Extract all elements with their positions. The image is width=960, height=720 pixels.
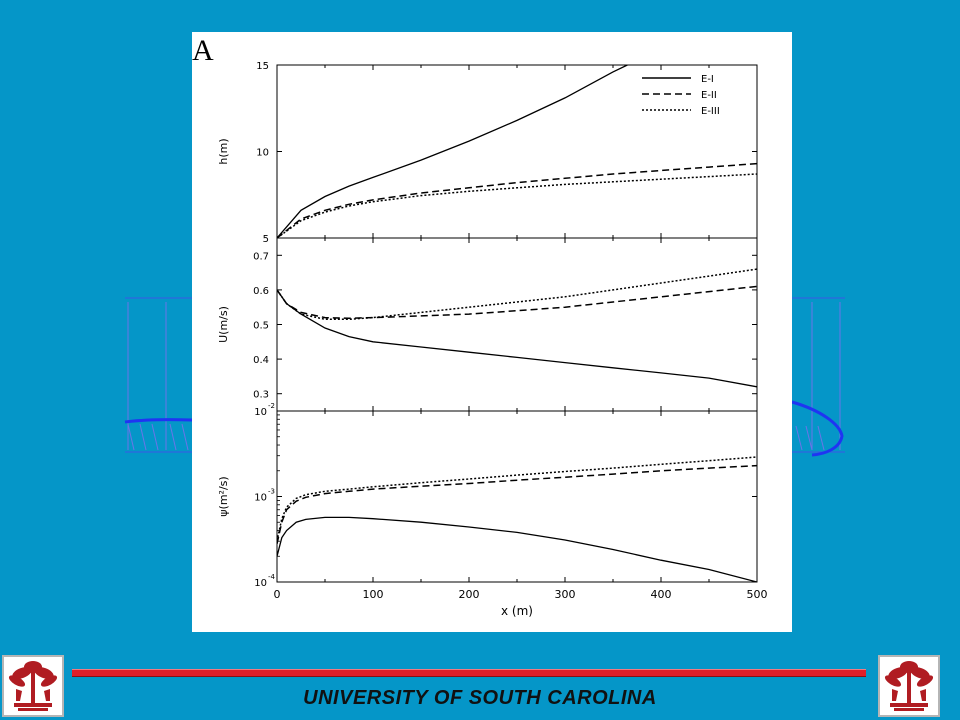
y-tick-label: 0.5 — [253, 321, 269, 332]
y-tick-label: 5 — [263, 234, 269, 245]
logo-right — [878, 655, 940, 717]
x-tick-label: 500 — [747, 588, 768, 601]
legend-label: E-III — [701, 106, 720, 117]
series-line-e-iii — [277, 456, 757, 542]
series-line-e-i — [277, 65, 628, 238]
x-tick-label: 100 — [363, 588, 384, 601]
x-tick-label: 400 — [651, 588, 672, 601]
y-axis-label: ψ(m²/s) — [217, 476, 230, 516]
series-line-e-ii — [277, 162, 757, 238]
legend-label: E-I — [701, 74, 714, 85]
series-line-e-ii — [277, 464, 757, 544]
bg-left-curve — [124, 418, 193, 424]
x-tick-label: 200 — [459, 588, 480, 601]
chart-panel-3 — [276, 410, 758, 583]
footer-institution-text: UNIVERSITY OF SOUTH CAROLINA — [303, 687, 657, 709]
y-tick-label: 10 — [254, 407, 267, 418]
y-tick-label: 10 — [254, 493, 267, 504]
x-tick-label: 0 — [274, 588, 281, 601]
x-tick-label: 300 — [555, 588, 576, 601]
y-tick-label: 0.4 — [253, 355, 269, 366]
plot-frame-2 — [276, 237, 758, 412]
bg-right-curve — [791, 400, 844, 457]
y-tick-label: 10 — [254, 578, 267, 589]
chart-panel-2 — [276, 237, 758, 412]
series-line-e-iii — [277, 173, 757, 238]
series-line-e-i — [277, 516, 757, 582]
legend-label: E-II — [701, 90, 717, 101]
palmetto-tree-icon — [884, 661, 934, 711]
y-tick-label-exponent: -4 — [268, 573, 276, 581]
y-tick-label: 10 — [256, 148, 269, 159]
plot-frame-3 — [276, 410, 758, 583]
y-tick-label-exponent: -2 — [268, 402, 275, 410]
y-tick-label: 0.3 — [253, 390, 269, 401]
figure-panel: A 5 10 15 h(m) E-I E-II E-III 0.3 0.4 0.5 0.6 0.7 U(… — [192, 32, 792, 632]
bg-left-hatching — [127, 302, 189, 451]
plot-frame-1 — [276, 64, 758, 239]
footer-bar — [72, 669, 866, 677]
y-tick-label: 0.6 — [253, 286, 269, 297]
y-tick-label: 15 — [256, 61, 269, 72]
x-axis-label: x (m) — [501, 604, 533, 618]
y-axis-label: h(m) — [217, 138, 230, 164]
series-line-e-ii — [277, 285, 757, 320]
bg-right-hatching — [795, 302, 841, 451]
y-axis-label: U(m/s) — [217, 306, 230, 343]
series-line-e-iii — [277, 268, 757, 321]
y-tick-label: 0.7 — [253, 251, 269, 262]
series-line-e-i — [277, 289, 757, 388]
chart-panel-1 — [276, 64, 758, 239]
logo-left — [2, 655, 64, 717]
stacked-line-charts: 5 10 15 h(m) E-I E-II E-III 0.3 0.4 0.5 0.6 0.7 U(m/… — [217, 61, 768, 618]
y-tick-label-exponent: -3 — [268, 488, 275, 496]
palmetto-tree-icon — [8, 661, 58, 711]
panel-letter: A — [192, 34, 214, 67]
